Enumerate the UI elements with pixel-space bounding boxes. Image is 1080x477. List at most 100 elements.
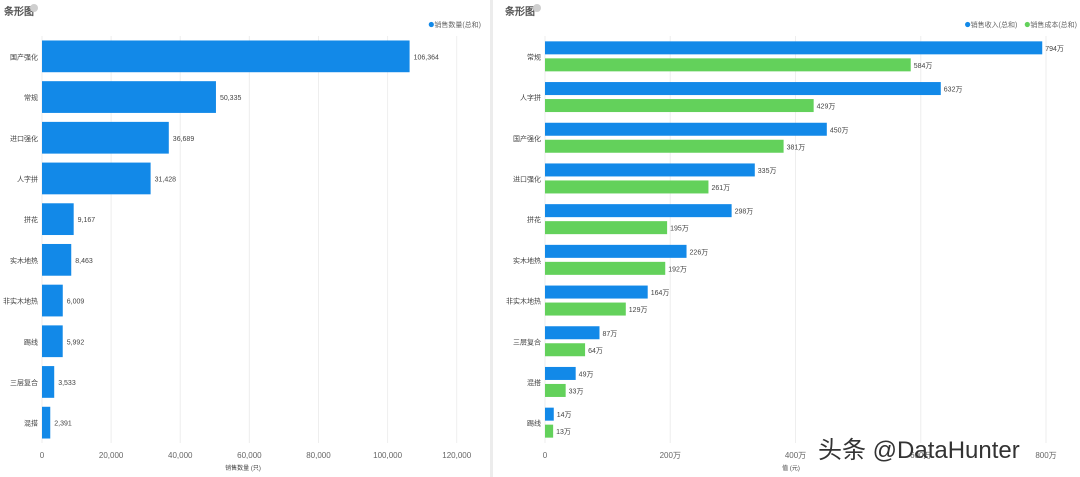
right-legend-label: 销售成本(总和) [1030,20,1077,29]
watermark: 头条 @DataHunter [818,437,1020,464]
right-x-tick-label: 800万 [1035,451,1056,460]
right-info-icon[interactable] [533,4,541,12]
left-bar [42,162,151,195]
right-bar [545,285,648,299]
right-bar-value-label: 14万 [557,411,572,419]
left-bar [42,243,72,276]
left-bar [42,406,51,439]
left-category-label: 实木地热 [10,256,38,265]
left-category-label: 进口强化 [10,134,38,143]
right-bar [545,407,554,421]
right-category-label: 常规 [527,52,541,61]
right-bar-value-label: 226万 [690,248,709,256]
right-bar [545,41,1043,55]
right-chart-panel: 条形图 0 200万 400万 600万 800万值 (元) 销售成本(总和) 销售收入(总… [493,0,1080,477]
left-bar-value-label: 50,335 [220,95,242,102]
right-bar-value-label: 335万 [758,167,777,175]
right-bar [545,99,814,113]
left-info-icon[interactable] [30,4,38,12]
right-bar-value-label: 192万 [668,265,687,273]
left-chart-title: 条形图 [4,7,34,18]
left-bar [42,81,216,113]
right-bar [545,204,732,218]
left-category-label: 拼花 [24,215,38,224]
right-chart-title: 条形图 [505,7,535,18]
right-bar [545,244,687,258]
right-bar [545,302,626,316]
right-bar-value-label: 450万 [830,126,849,134]
right-bar [545,180,709,194]
left-x-tick-label: 100,000 [373,451,402,460]
right-category-label: 踢线 [527,419,541,428]
right-bar [545,122,827,136]
left-category-label: 国产强化 [10,52,38,61]
left-bar-value-label: 8,463 [75,258,93,265]
left-category-label: 人字拼 [17,174,38,183]
right-bar [545,343,586,357]
right-bar [545,383,566,397]
left-bar-value-label: 3,533 [58,380,76,387]
right-bar [545,139,784,153]
left-bar-value-label: 6,009 [67,299,85,306]
right-bar-value-label: 298万 [735,208,754,216]
right-bar [545,366,576,380]
left-x-tick-label: 60,000 [237,451,262,460]
right-x-tick-label: 400万 [785,451,806,460]
left-x-tick-label: 0 [40,451,45,460]
right-bar-value-label: 632万 [944,86,963,94]
right-x-tick-label: 0 [543,451,548,460]
right-bar-value-label: 64万 [588,347,603,355]
left-bar-value-label: 31,428 [155,176,177,183]
right-bar-value-label: 87万 [602,330,617,338]
left-bar [42,40,410,73]
left-bar-value-label: 2,391 [54,421,72,428]
left-legend-label: 销售数量(总和) [434,20,481,29]
right-bar [545,221,668,235]
left-bar [42,366,55,398]
right-legend-marker [965,21,971,28]
right-category-label: 三层复合 [513,337,541,346]
left-bar [42,121,169,154]
right-bar-value-label: 794万 [1045,45,1064,53]
right-bar-value-label: 584万 [914,62,933,70]
right-bar-value-label: 261万 [711,184,730,192]
left-category-label: 常规 [24,93,38,102]
right-bar-value-label: 429万 [817,103,836,111]
left-x-tick-label: 40,000 [168,451,193,460]
right-category-label: 国产强化 [513,134,541,143]
right-x-axis-label: 值 (元) [782,464,800,472]
right-bar-value-label: 129万 [629,306,648,314]
left-category-label: 非实木地热 [3,297,38,306]
left-bar [42,203,74,236]
right-bar-value-label: 49万 [579,370,594,378]
right-category-label: 人字拼 [520,93,541,102]
right-category-label: 非实木地热 [506,297,541,306]
right-bar [545,163,755,177]
left-x-tick-label: 120,000 [442,451,471,460]
left-category-label: 踢线 [24,337,38,346]
right-bar [545,424,554,438]
left-category-label: 三层复合 [10,378,38,387]
left-bar-value-label: 106,364 [414,54,439,61]
right-legend-label: 销售收入(总和) [971,20,1018,29]
right-bar [545,261,666,275]
right-legend-marker [1024,21,1030,28]
left-bar-value-label: 9,167 [78,217,96,224]
left-bar-value-label: 5,992 [67,339,85,346]
right-bar [545,58,911,72]
left-x-tick-label: 80,000 [306,451,331,460]
right-bar-value-label: 381万 [787,143,806,151]
right-x-tick-label: 200万 [660,451,681,460]
left-category-label: 混搭 [24,419,38,428]
right-category-label: 实木地热 [513,256,541,265]
right-category-label: 混搭 [527,378,541,387]
left-x-tick-label: 20,000 [99,451,124,460]
left-chart-panel: 条形图 0 20,000 40,000 60,000 80,000 100,000 120,… [0,0,490,477]
right-bar-value-label: 164万 [651,289,670,297]
right-x-tick-label: 600万 [910,451,931,460]
right-bar-value-label: 13万 [556,428,571,436]
right-bar [545,82,941,96]
right-bar-value-label: 195万 [670,225,689,233]
right-bar [545,326,600,340]
